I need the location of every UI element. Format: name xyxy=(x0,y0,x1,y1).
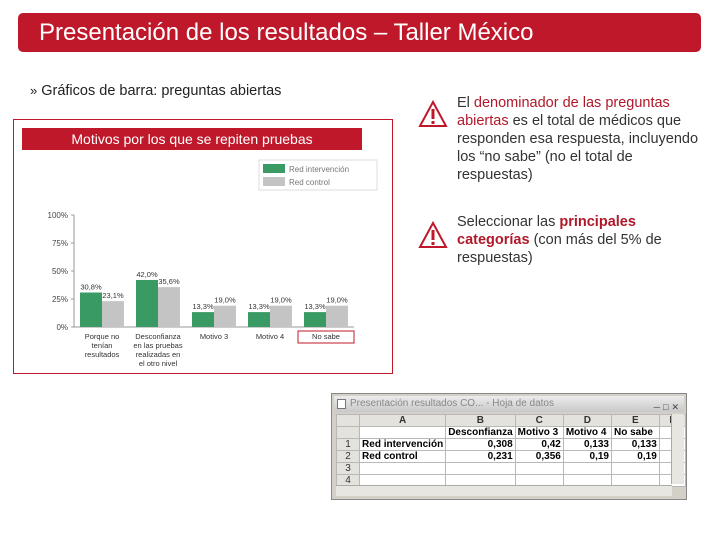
row-header[interactable]: 3 xyxy=(335,462,361,475)
data-label: 42,0% xyxy=(136,270,158,279)
x-tick-label: Motivo 4 xyxy=(256,332,284,341)
column-header[interactable]: C xyxy=(514,414,564,427)
data-label: 19,0% xyxy=(270,296,292,305)
y-tick-label: 0% xyxy=(56,323,68,332)
chevron-icon: » xyxy=(30,83,38,98)
note-categories: Seleccionar las principales categorías (… xyxy=(457,213,707,267)
column-header[interactable]: B xyxy=(445,414,516,427)
bar xyxy=(102,301,124,327)
cell[interactable]: 0,133 xyxy=(562,438,613,451)
row-header[interactable]: 4 xyxy=(335,474,361,487)
column-header-row: A B C D E F xyxy=(335,414,686,427)
y-tick-label: 100% xyxy=(48,211,68,220)
cell[interactable] xyxy=(359,426,447,439)
column-header[interactable]: E xyxy=(611,414,660,427)
data-label: 19,0% xyxy=(326,296,348,305)
cell[interactable]: 0,356 xyxy=(514,450,564,463)
data-label: 19,0% xyxy=(214,296,236,305)
column-header[interactable]: D xyxy=(562,414,613,427)
y-tick-label: 25% xyxy=(52,295,68,304)
vertical-scrollbar[interactable] xyxy=(671,414,684,484)
column-header[interactable]: A xyxy=(359,414,447,427)
note-2-pre: Seleccionar las xyxy=(457,214,560,230)
legend-swatch xyxy=(263,177,285,186)
table-row: 2 Red control 0,231 0,356 0,19 0,19 xyxy=(335,450,686,463)
x-tick-label: Motivo 3 xyxy=(200,332,228,341)
legend-swatch xyxy=(263,164,285,173)
cell[interactable]: 0,308 xyxy=(445,438,516,451)
note-1-post: es el total de médicos que responden esa… xyxy=(457,113,699,183)
chart-title: Motivos por los que se repiten pruebas xyxy=(71,131,312,147)
cell[interactable]: Motivo 4 xyxy=(562,426,613,439)
table-row: 4 xyxy=(335,474,686,487)
x-tick-highlight xyxy=(297,330,355,344)
data-label: 13,3% xyxy=(304,302,326,311)
cell[interactable] xyxy=(562,462,613,475)
cell[interactable] xyxy=(359,462,447,475)
row-header[interactable]: 2 xyxy=(335,450,361,463)
table-row: 1 Red intervención 0,308 0,42 0,133 0,13… xyxy=(335,438,686,451)
note-2-highlight: principales categorías xyxy=(457,214,636,248)
datasheet-window[interactable]: Presentación resultados CO... - Hoja de … xyxy=(331,393,687,500)
slide-title: Presentación de los resultados – Taller … xyxy=(18,13,701,52)
warning-icon xyxy=(418,100,448,127)
note-2-post: (con más del 5% de respuestas) xyxy=(457,232,662,266)
table-row: 3 xyxy=(335,462,686,475)
note-1-highlight: denominador de las preguntas abiertas xyxy=(457,95,670,129)
subtitle: » Gráficos de barra: preguntas abiertas xyxy=(30,83,281,99)
cell[interactable] xyxy=(514,462,564,475)
cell[interactable] xyxy=(611,462,660,475)
bar xyxy=(326,305,348,327)
corner-cell[interactable] xyxy=(335,414,361,427)
subtitle-text: Gráficos de barra: preguntas abiertas xyxy=(41,83,282,99)
note-1-pre: El xyxy=(457,95,474,111)
cell[interactable]: Motivo 3 xyxy=(514,426,564,439)
row-header[interactable] xyxy=(335,426,361,439)
cell[interactable]: Desconfianza xyxy=(445,426,516,439)
cell[interactable]: 0,19 xyxy=(562,450,613,463)
cell[interactable]: 0,231 xyxy=(445,450,516,463)
data-label: 13,3% xyxy=(248,302,270,311)
data-label: 35,6% xyxy=(158,277,180,286)
chart-title-band xyxy=(22,128,362,150)
data-label: 13,3% xyxy=(192,302,214,311)
horizontal-scrollbar[interactable] xyxy=(336,485,672,496)
warning-icon xyxy=(418,221,448,248)
bar xyxy=(80,292,102,327)
cell[interactable] xyxy=(445,462,516,475)
cell[interactable]: Red intervención xyxy=(359,438,447,451)
bar xyxy=(214,305,236,327)
bar xyxy=(248,312,270,327)
bar xyxy=(304,312,326,327)
x-tick-label: Desconfianza en las pruebas realizadas en e… xyxy=(133,332,182,368)
data-label: 23,1% xyxy=(102,291,124,300)
bar xyxy=(192,312,214,327)
legend-label: Red intervención xyxy=(289,165,349,174)
bar xyxy=(158,287,180,327)
datasheet-titlebar[interactable]: Presentación resultados CO... - Hoja de … xyxy=(334,396,684,412)
bar xyxy=(136,279,158,327)
bar-chart: Motivos por los que se repiten pruebas Re… xyxy=(22,128,378,368)
cell[interactable]: 0,42 xyxy=(514,438,564,451)
row-header[interactable]: 1 xyxy=(335,438,361,451)
document-icon xyxy=(337,399,346,409)
cell[interactable]: No sabe xyxy=(611,426,660,439)
data-label: 30,8% xyxy=(80,283,102,292)
x-tick-label: Porque no tenían resultados xyxy=(85,332,120,359)
bar-chart-panel: Motivos por los que se repiten pruebas Re… xyxy=(13,119,393,374)
y-tick-label: 75% xyxy=(52,239,68,248)
datasheet-header-row: Desconfianza Motivo 3 Motivo 4 No sabe xyxy=(335,426,686,439)
note-denominator: El denominador de las preguntas abiertas… xyxy=(457,94,707,184)
bar xyxy=(270,305,292,327)
legend-label: Red control xyxy=(289,178,330,187)
datasheet-title: Presentación resultados CO... - Hoja de … xyxy=(350,398,554,409)
cell[interactable]: Red control xyxy=(359,450,447,463)
cell[interactable]: 0,19 xyxy=(611,450,660,463)
x-tick-label: No sabe xyxy=(312,332,340,341)
cell[interactable]: 0,133 xyxy=(611,438,660,451)
datasheet-grid[interactable]: A B C D E F Desconfianza Motivo 3 Motivo… xyxy=(335,414,686,487)
y-tick-label: 50% xyxy=(52,267,68,276)
window-controls[interactable]: ─□✕ xyxy=(653,402,682,412)
